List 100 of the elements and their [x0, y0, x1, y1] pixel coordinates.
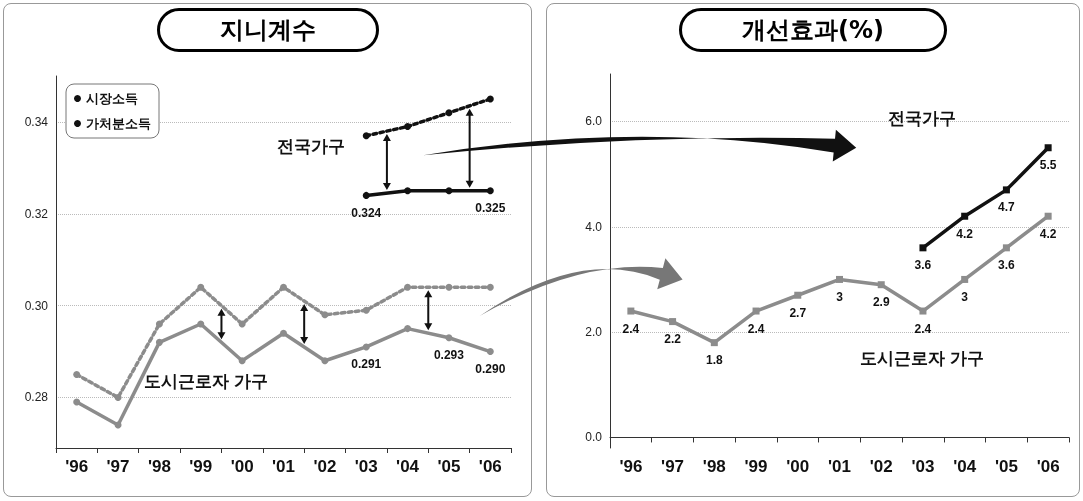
point	[752, 307, 760, 315]
annotation: 도시근로자 가구	[860, 348, 984, 368]
point	[404, 123, 412, 131]
point	[486, 95, 494, 103]
point	[321, 357, 329, 365]
point	[321, 311, 329, 319]
x-tick-label: '98	[147, 457, 171, 476]
point	[155, 320, 163, 328]
point	[877, 281, 885, 289]
x-tick-label: '98	[702, 457, 726, 476]
point	[362, 132, 370, 140]
chart-title: 개선효과(%)	[679, 8, 947, 52]
point	[362, 306, 370, 314]
y-tick-label: 4.0	[585, 219, 603, 234]
x-tick-label: '05	[437, 457, 461, 476]
point	[404, 187, 412, 195]
point	[445, 334, 453, 342]
point	[961, 275, 969, 283]
point	[404, 325, 412, 333]
point	[73, 398, 81, 406]
x-tick-label: '04	[396, 457, 420, 476]
point	[445, 187, 453, 195]
x-tick-label: '05	[994, 457, 1018, 476]
point	[1044, 212, 1052, 220]
annotation: 전국가구	[888, 109, 957, 129]
point	[1044, 144, 1052, 152]
point	[836, 275, 843, 283]
data-label: 2.9	[872, 295, 890, 310]
point	[280, 283, 287, 291]
point	[238, 357, 246, 365]
point	[155, 338, 163, 346]
x-tick-label: '03	[911, 457, 935, 476]
point	[362, 343, 370, 351]
point	[961, 212, 969, 220]
x-tick-label: '03	[354, 457, 378, 476]
data-label: 2.4	[914, 321, 932, 336]
x-tick-label: '00	[786, 457, 810, 476]
y-tick-label: 2.0	[585, 325, 603, 340]
data-label: 3.6	[914, 258, 932, 273]
data-label: 4.2	[1039, 226, 1057, 241]
point	[486, 283, 494, 291]
x-tick-label: '99	[189, 457, 213, 476]
data-label: 5.5	[1039, 158, 1057, 173]
point	[280, 329, 287, 337]
y-tick-label: 6.0	[585, 114, 603, 129]
data-label: 2.7	[789, 305, 807, 320]
annotation: 도시근로자 가구	[144, 371, 269, 391]
data-label: 3	[961, 289, 969, 304]
data-label: 4.7	[998, 200, 1016, 215]
y-tick-label: 0.32	[24, 206, 49, 221]
point	[669, 318, 677, 326]
point	[919, 244, 927, 252]
x-tick-label: '97	[106, 457, 130, 476]
data-label: 0.291	[351, 357, 382, 372]
point	[362, 191, 370, 199]
x-tick-label: '97	[661, 457, 685, 476]
data-label: 4.2	[956, 226, 974, 241]
point	[197, 283, 205, 291]
x-tick-label: '99	[744, 457, 768, 476]
data-label: 0.293	[433, 348, 465, 363]
point	[486, 348, 494, 356]
x-tick-label: '01	[272, 457, 295, 476]
point	[197, 320, 205, 328]
data-label: 0.290	[475, 362, 506, 377]
x-tick-label: '96	[65, 457, 89, 476]
point	[627, 307, 635, 315]
data-label: 2.4	[622, 321, 640, 336]
legend-label: 가처분소득	[86, 116, 151, 131]
y-tick-label: 0.0	[585, 430, 603, 445]
data-label: 3	[836, 289, 844, 304]
y-tick-label: 0.34	[24, 114, 49, 129]
y-tick-label: 0.28	[24, 390, 49, 405]
data-label: 1.8	[705, 353, 723, 368]
x-tick-label: '06	[478, 457, 502, 476]
data-label: 2.4	[747, 321, 765, 336]
data-label: 3.6	[998, 258, 1016, 273]
point	[919, 307, 927, 315]
point	[445, 109, 453, 117]
x-tick-label: '02	[313, 457, 337, 476]
point	[73, 371, 81, 379]
point	[794, 291, 802, 299]
data-label: 0.325	[475, 201, 506, 216]
data-label: 2.2	[664, 332, 682, 347]
x-tick-label: '01	[828, 457, 851, 476]
point	[1002, 186, 1010, 194]
point	[114, 393, 122, 401]
x-tick-label: '00	[230, 457, 254, 476]
x-tick-label: '02	[869, 457, 893, 476]
x-tick-label: '96	[619, 457, 643, 476]
x-tick-label: '06	[1036, 457, 1060, 476]
point	[1002, 244, 1010, 252]
point	[445, 283, 453, 291]
point	[710, 339, 718, 347]
point	[486, 187, 494, 195]
y-tick-label: 0.30	[24, 298, 49, 313]
data-label: 0.324	[351, 205, 382, 220]
chart-title: 지니계수	[156, 8, 379, 52]
annotation: 전국가구	[276, 137, 345, 157]
legend-label: 시장소득	[86, 91, 138, 106]
point	[404, 283, 412, 291]
